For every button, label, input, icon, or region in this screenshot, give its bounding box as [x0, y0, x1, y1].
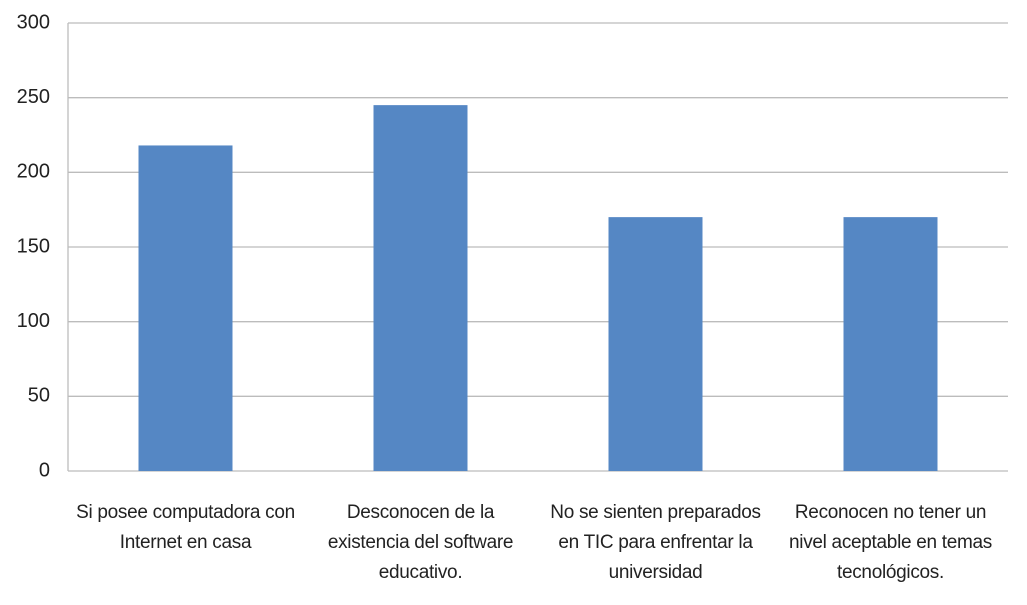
- bar: [138, 145, 233, 471]
- x-tick-label: Si posee computadora con Internet en cas…: [76, 502, 295, 553]
- y-tick-label: 50: [28, 385, 50, 407]
- x-tick-label: Reconocen no tener un nivel aceptable en…: [789, 502, 992, 583]
- bar: [608, 217, 703, 471]
- y-tick-label: 150: [17, 235, 50, 257]
- bar: [843, 217, 938, 471]
- y-tick-label: 200: [17, 161, 50, 183]
- y-tick-label: 0: [39, 459, 50, 481]
- y-tick-label: 100: [17, 310, 50, 332]
- x-tick-label: No se sienten preparados en TIC para enf…: [550, 502, 761, 583]
- x-tick-label: Desconocen de la existencia del software…: [327, 502, 514, 583]
- y-tick-label: 250: [17, 86, 50, 108]
- y-tick-label: 300: [17, 11, 50, 33]
- bar: [373, 105, 468, 471]
